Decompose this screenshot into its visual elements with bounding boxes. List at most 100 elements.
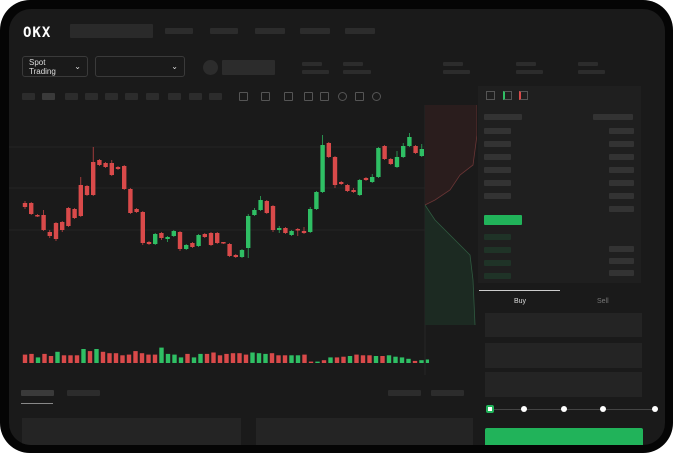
ask-row[interactable] xyxy=(484,180,511,186)
tab-order-history[interactable] xyxy=(67,390,100,396)
timeframe-button[interactable] xyxy=(42,93,55,100)
tab-underline xyxy=(479,290,560,291)
chevron-down-icon: ⌄ xyxy=(171,62,178,71)
coin-icon xyxy=(203,60,218,75)
search-bar[interactable] xyxy=(70,24,153,38)
candle xyxy=(314,192,319,209)
ask-row[interactable] xyxy=(609,141,634,147)
ask-row[interactable] xyxy=(609,154,634,160)
orderbook-both-icon[interactable] xyxy=(486,91,495,100)
candle xyxy=(202,234,207,237)
total-input[interactable] xyxy=(485,372,642,397)
slider-stop[interactable] xyxy=(600,406,606,412)
candle xyxy=(345,185,350,191)
candle xyxy=(295,229,300,231)
stat-value xyxy=(343,70,371,74)
amount-input[interactable] xyxy=(485,343,642,368)
candle xyxy=(419,149,424,156)
bid-row[interactable] xyxy=(609,258,634,264)
nav-item[interactable] xyxy=(210,28,238,34)
volume-bar xyxy=(217,355,223,363)
ask-row[interactable] xyxy=(609,206,634,212)
volume-bar xyxy=(224,353,229,363)
timeframe-button[interactable] xyxy=(105,93,118,100)
tab-sell[interactable]: Sell xyxy=(597,298,609,305)
line-icon[interactable] xyxy=(261,92,270,101)
volume-bar xyxy=(68,355,73,363)
volume-bar xyxy=(373,356,379,363)
slider-stop[interactable] xyxy=(521,406,527,412)
filter-button[interactable] xyxy=(431,390,464,396)
timeframe-button[interactable] xyxy=(125,93,138,100)
ask-row[interactable] xyxy=(609,167,634,173)
orderbook-asks-icon[interactable] xyxy=(519,91,528,100)
okx-logo[interactable]: OKX xyxy=(23,25,52,41)
volume-bar xyxy=(191,357,197,363)
settings-icon[interactable] xyxy=(284,92,293,101)
orderbook-header[interactable] xyxy=(484,114,522,120)
price-input[interactable] xyxy=(485,313,642,337)
stat-label xyxy=(302,62,322,66)
nav-item[interactable] xyxy=(255,28,285,34)
timeframe-button[interactable] xyxy=(168,93,181,100)
target-icon[interactable] xyxy=(372,92,381,101)
orderbook-header[interactable] xyxy=(593,114,633,120)
volume-bar xyxy=(120,355,125,363)
candle xyxy=(47,232,52,236)
ask-row[interactable] xyxy=(609,193,634,199)
depth-asks-area xyxy=(425,105,477,205)
ask-row[interactable] xyxy=(484,193,511,199)
candle-icon[interactable] xyxy=(239,92,248,101)
timeframe-button[interactable] xyxy=(65,93,78,100)
timeframe-button[interactable] xyxy=(189,93,202,100)
timeframe-button[interactable] xyxy=(22,93,35,100)
bid-row[interactable] xyxy=(609,270,634,276)
timeframe-button[interactable] xyxy=(146,93,159,100)
last-price[interactable] xyxy=(484,215,522,225)
bid-row[interactable] xyxy=(484,273,511,279)
slider-handle[interactable] xyxy=(486,405,494,413)
candle xyxy=(407,137,412,146)
buy-button[interactable] xyxy=(485,428,643,445)
candle xyxy=(351,190,356,192)
orders-card xyxy=(22,418,241,445)
ask-row[interactable] xyxy=(484,154,511,160)
settings-icon[interactable] xyxy=(355,92,364,101)
candle xyxy=(308,209,313,232)
spot-trading-button[interactable]: Spot Trading ⌄ xyxy=(22,56,88,77)
candle xyxy=(394,157,400,167)
volume-bar xyxy=(412,360,418,363)
bid-row[interactable] xyxy=(609,246,634,252)
ask-row[interactable] xyxy=(484,128,511,134)
candlestick-chart[interactable] xyxy=(9,105,429,375)
bid-row[interactable] xyxy=(484,260,511,266)
nav-item[interactable] xyxy=(165,28,193,34)
volume-bar xyxy=(159,347,164,363)
volume-bar xyxy=(178,357,184,363)
bid-row[interactable] xyxy=(484,234,511,240)
volume-bar xyxy=(152,354,158,363)
tab-open-orders[interactable] xyxy=(21,390,54,396)
volume-bar xyxy=(55,351,60,363)
nav-item[interactable] xyxy=(345,28,375,34)
slider-stop[interactable] xyxy=(652,406,658,412)
timeframe-button[interactable] xyxy=(85,93,98,100)
pair-selector[interactable]: ⌄ xyxy=(95,56,185,77)
line-icon[interactable] xyxy=(304,92,313,101)
candle xyxy=(29,203,34,214)
filter-button[interactable] xyxy=(388,390,421,396)
tab-buy[interactable]: Buy xyxy=(514,298,527,305)
pencil-icon[interactable] xyxy=(320,92,329,101)
nav-item[interactable] xyxy=(300,28,330,34)
volume-bar xyxy=(139,353,145,363)
orderbook-bids-icon[interactable] xyxy=(503,91,512,100)
ask-row[interactable] xyxy=(484,167,511,173)
slider-stop[interactable] xyxy=(561,406,567,412)
timeframe-button[interactable] xyxy=(209,93,222,100)
ask-row[interactable] xyxy=(484,141,511,147)
bid-row[interactable] xyxy=(484,247,511,253)
volume-bar xyxy=(35,357,41,363)
ask-row[interactable] xyxy=(609,180,634,186)
ask-row[interactable] xyxy=(609,128,634,134)
target-icon[interactable] xyxy=(338,92,347,101)
